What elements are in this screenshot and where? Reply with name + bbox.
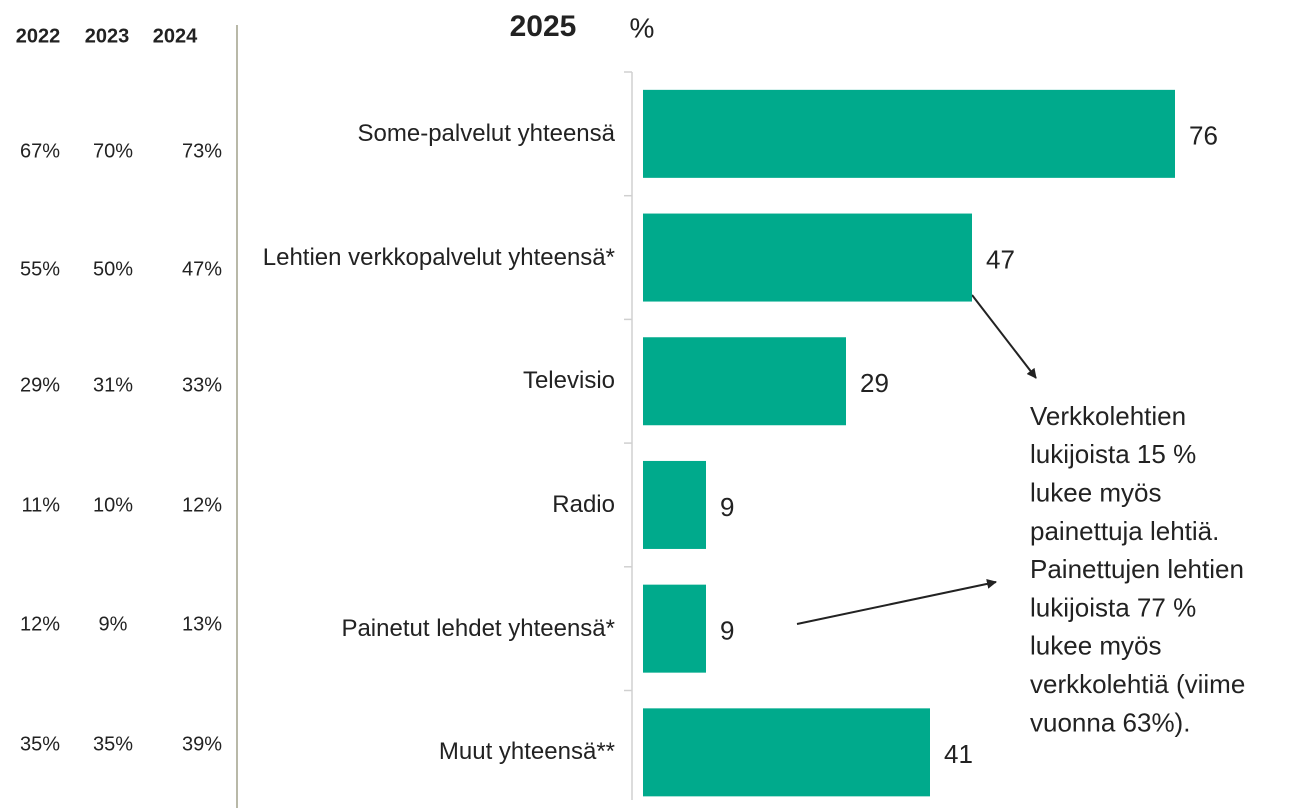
bar: [643, 337, 846, 426]
annotation-line: painettuja lehtiä.: [1030, 516, 1219, 546]
history-cell: 10%: [93, 494, 133, 516]
category-label: Muut yhteensä**: [438, 738, 615, 766]
annotation-line: Painettujen lehtien: [1030, 554, 1244, 584]
value-label: 76: [1189, 121, 1218, 151]
category-label: Televisio: [522, 367, 615, 395]
history-cell: 50%: [93, 258, 133, 280]
unit-label: %: [630, 12, 655, 43]
category-label: Painetut lehdet yhteensä*: [341, 614, 615, 642]
value-label: 47: [986, 244, 1015, 274]
annotation-line: lukee myös: [1030, 631, 1162, 661]
arrow: [971, 294, 1037, 379]
history-cell: 9%: [99, 613, 128, 635]
bar: [643, 460, 706, 549]
bar: [643, 89, 1175, 178]
history-cell: 55%: [20, 258, 60, 280]
category-label: Some-palvelut yhteensä: [357, 119, 615, 147]
annotation-line: lukijoista 15 %: [1030, 439, 1196, 469]
category-label: Lehtien verkkopalvelut yhteensä*: [262, 243, 615, 271]
arrow: [796, 578, 997, 625]
history-cell: 13%: [182, 613, 222, 635]
history-cell: 35%: [20, 733, 60, 755]
value-label: 29: [860, 368, 889, 398]
year-header: 2023: [85, 25, 130, 47]
annotation-line: lukijoista 77 %: [1030, 592, 1196, 622]
history-cell: 70%: [93, 140, 133, 162]
bar: [643, 708, 930, 797]
value-label: 41: [944, 739, 973, 769]
history-cell: 35%: [93, 733, 133, 755]
year-header: 2024: [153, 25, 198, 47]
history-cell: 31%: [93, 374, 133, 396]
annotation-line: lukee myös: [1030, 477, 1162, 507]
history-cell: 11%: [21, 494, 60, 516]
annotation-line: vuonna 63%).: [1030, 707, 1190, 737]
history-cell: 73%: [182, 140, 222, 162]
category-label: Radio: [552, 490, 615, 518]
bar: [643, 213, 972, 302]
history-cell: 29%: [20, 374, 60, 396]
bar: [643, 584, 706, 673]
chart-title: 2025: [510, 10, 577, 43]
history-cell: 47%: [182, 258, 222, 280]
value-label: 9: [720, 492, 734, 522]
history-cell: 33%: [182, 374, 222, 396]
history-cell: 39%: [182, 733, 222, 755]
annotation-line: verkkolehtiä (viime: [1030, 669, 1245, 699]
history-cell: 67%: [20, 140, 60, 162]
value-label: 9: [720, 616, 734, 646]
year-header: 2022: [16, 25, 61, 47]
annotation-line: Verkkolehtien: [1030, 401, 1186, 431]
history-cell: 12%: [182, 494, 222, 516]
history-cell: 12%: [20, 613, 60, 635]
